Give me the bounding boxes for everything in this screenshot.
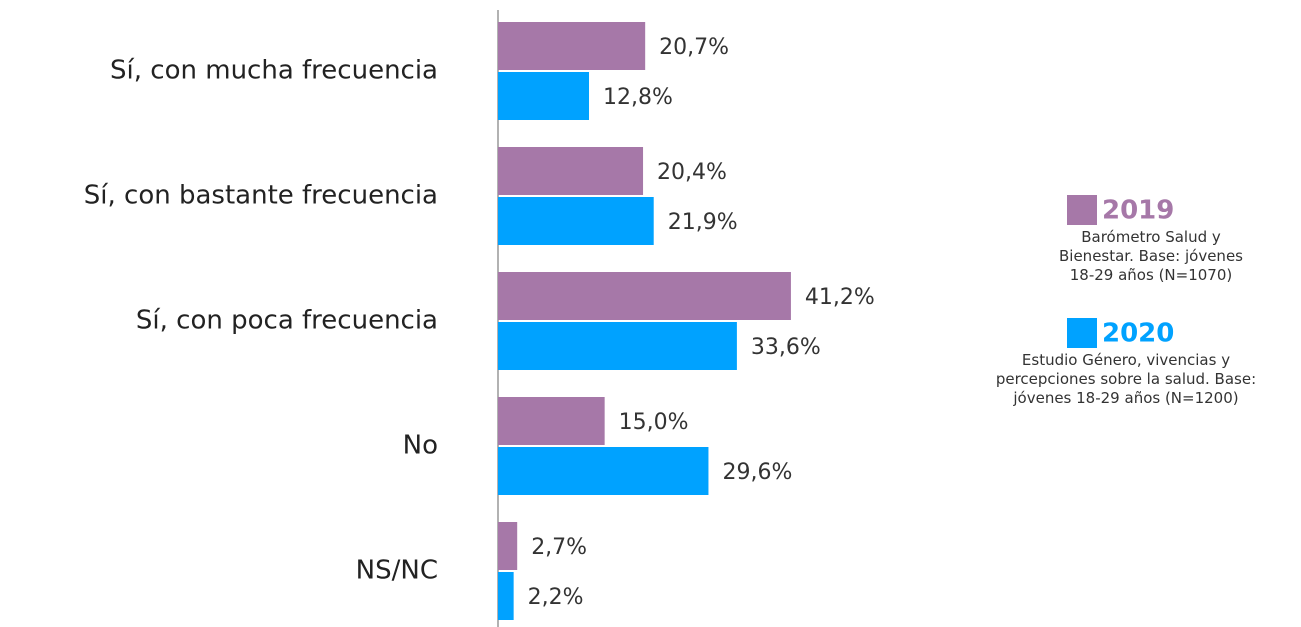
value-label: 33,6% [751,335,821,360]
legend-swatch [1067,318,1097,348]
legend-label: 2020 [1102,319,1174,349]
value-label: 29,6% [722,460,792,485]
bar [498,147,644,195]
bar [498,522,518,570]
bar [498,272,791,320]
legend-label: 2019 [1102,196,1174,226]
category-label: No [403,431,438,461]
bar [498,447,709,495]
legend-swatch [1067,195,1097,225]
value-label: 21,9% [668,210,738,235]
value-label: 2,7% [531,535,587,560]
value-label: 12,8% [603,85,673,110]
value-label: 2,2% [528,585,584,610]
category-label: Sí, con poca frecuencia [136,306,438,336]
bar [498,322,737,370]
value-label: 15,0% [619,410,689,435]
category-label: Sí, con bastante frecuencia [84,181,438,211]
bar [498,397,605,445]
value-label: 41,2% [805,285,875,310]
category-label: NS/NC [356,556,438,586]
legend-description: Barómetro Salud y Bienestar. Base: jóven… [1059,228,1243,284]
bar [498,22,646,70]
legend-description: Estudio Género, vivencias y percepciones… [995,351,1257,407]
bar [498,197,654,245]
value-label: 20,4% [657,160,727,185]
value-label: 20,7% [659,35,729,60]
category-label: Sí, con mucha frecuencia [110,56,438,86]
bar [498,572,514,620]
bar [498,72,590,120]
